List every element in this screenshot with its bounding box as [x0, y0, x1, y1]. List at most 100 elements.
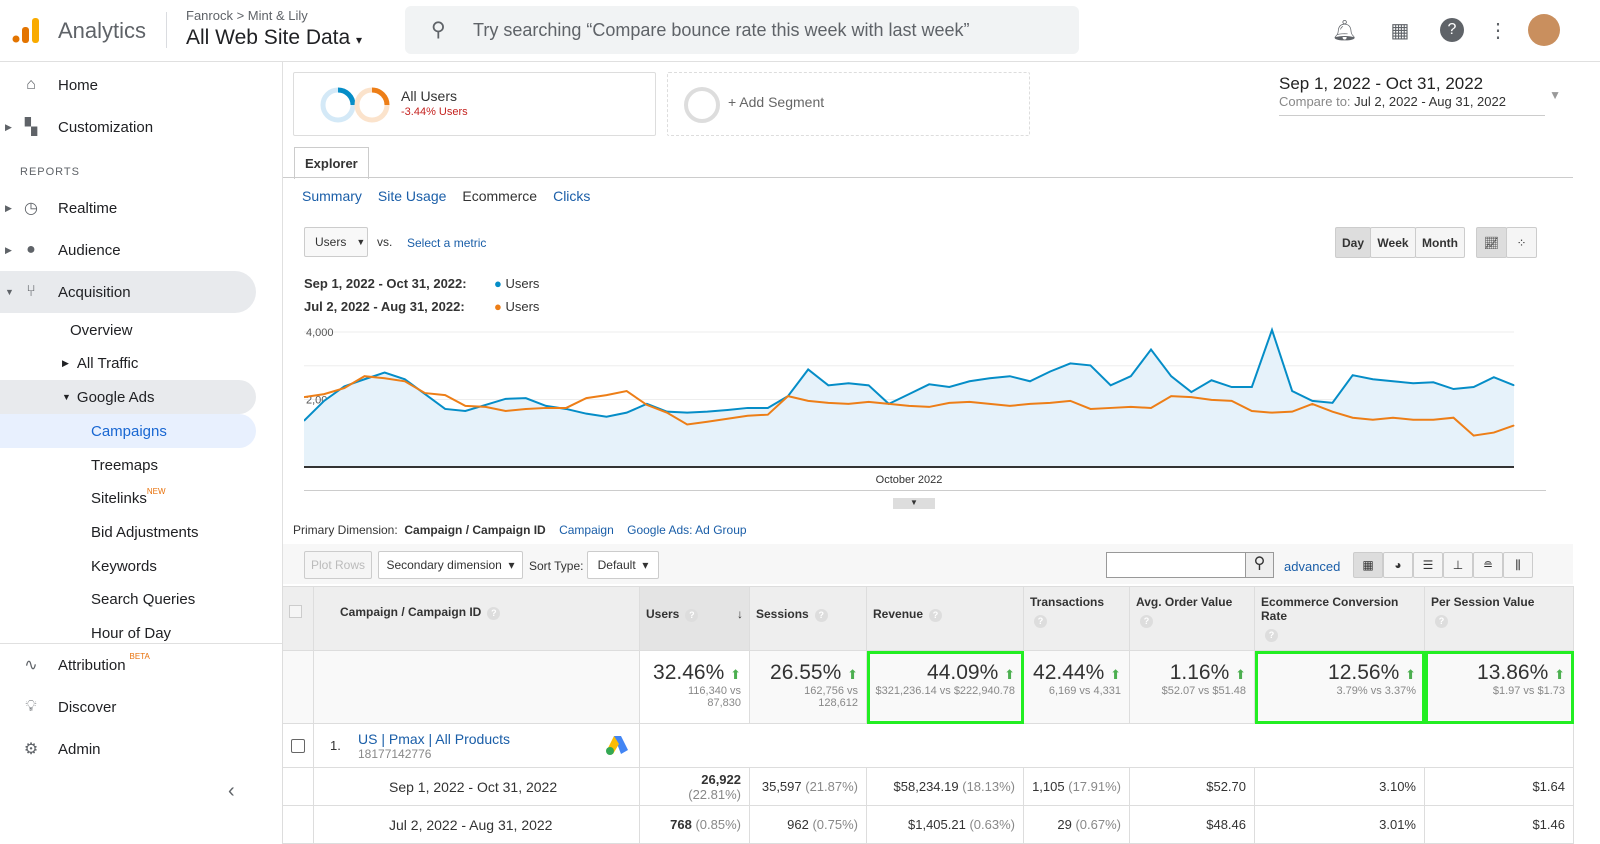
data-point — [1352, 417, 1354, 419]
data-point — [464, 410, 466, 412]
data-point — [1251, 410, 1253, 412]
performance-view-icon[interactable]: ☰ — [1413, 552, 1443, 578]
total-ecommerce-conversion-rate: 12.56% ⬆ 3.79% vs 3.37% — [1254, 650, 1425, 724]
table-filter-input[interactable]: ⚲ — [1106, 552, 1274, 578]
sidebar-item-overview[interactable]: Overview — [70, 321, 133, 339]
subtab-ecommerce[interactable]: Ecommerce — [462, 188, 538, 204]
sidebar-item-search-queries[interactable]: Search Queries — [91, 590, 196, 608]
period-week-button[interactable]: Week — [1370, 227, 1416, 258]
explorer-subtabs: Summary Site Usage Ecommerce Clicks — [302, 188, 606, 204]
sidebar-item-discover[interactable]: 💡︎ Discover — [0, 686, 256, 728]
sort-type-dropdown[interactable]: Default ▾ — [587, 551, 659, 579]
table-header-row: Campaign / Campaign ID? Users? ↓ Sessions… — [282, 586, 1574, 651]
sidebar-item-realtime[interactable]: ▶ ◷ Realtime — [5, 199, 118, 218]
term-cloud-icon[interactable]: ≘ — [1473, 552, 1503, 578]
col-conversion-rate[interactable]: Ecommerce Conversion Rate? — [1254, 586, 1425, 651]
apps-grid-icon[interactable]: ▦ — [1390, 20, 1410, 42]
dimension-campaign-id[interactable]: Campaign / Campaign ID — [404, 523, 546, 537]
sidebar-item-sitelinks[interactable]: Sitelinks NEW — [91, 487, 166, 507]
col-users[interactable]: Users? ↓ — [639, 586, 750, 651]
subtab-clicks[interactable]: Clicks — [553, 188, 591, 204]
collapse-sidebar-icon[interactable]: ‹ — [228, 780, 235, 802]
sidebar-item-attribution[interactable]: ∿ Attribution BETA — [0, 644, 256, 686]
campaign-link[interactable]: US | Pmax | All Products — [358, 730, 510, 747]
help-icon[interactable]: ? — [1440, 18, 1464, 42]
plot-rows-button[interactable]: Plot Rows — [304, 551, 372, 579]
sidebar-item-all-traffic[interactable]: ▶ All Traffic — [62, 354, 139, 372]
sidebar-item-hour-of-day[interactable]: Hour of Day — [91, 624, 172, 642]
table-view-icon[interactable]: ▦ — [1353, 552, 1383, 578]
row-checkbox[interactable] — [291, 738, 305, 753]
data-point — [1513, 424, 1515, 426]
col-transactions[interactable]: Transactions? — [1023, 586, 1130, 651]
cell: $1,405.21 (0.63%) — [866, 805, 1024, 844]
motion-chart-icon[interactable]: ⁘ — [1506, 227, 1537, 258]
select-metric-link[interactable]: Select a metric — [407, 236, 487, 250]
avatar[interactable] — [1528, 14, 1560, 46]
search-bar[interactable]: ⚲ Try searching “Compare bounce rate thi… — [405, 6, 1079, 54]
line-chart-icon[interactable]: 📈︎ — [1476, 227, 1507, 258]
data-point — [1332, 402, 1333, 404]
add-segment-button[interactable]: + Add Segment — [667, 72, 1030, 136]
date-range-picker[interactable]: Sep 1, 2022 - Oct 31, 2022 Compare to: J… — [1279, 74, 1561, 116]
ytick-label: 4,000 — [306, 327, 334, 339]
secondary-dimension-dropdown[interactable]: Secondary dimension ▾ — [378, 551, 523, 579]
dimension-ad-group[interactable]: Google Ads: Ad Group — [627, 523, 747, 537]
col-campaign[interactable]: Campaign / Campaign ID? — [313, 586, 640, 651]
chart-resize-handle[interactable]: ▼ — [893, 498, 935, 509]
chevron-down-icon: ▼ — [1549, 88, 1561, 102]
segment-all-users[interactable]: All Users -3.44% Users — [293, 72, 656, 136]
sidebar-item-audience[interactable]: ▶ ● Audience — [5, 241, 121, 259]
up-arrow-icon: ⬆ — [1235, 667, 1246, 682]
period-month-button[interactable]: Month — [1415, 227, 1465, 258]
col-revenue[interactable]: Revenue? — [866, 586, 1024, 651]
data-point — [928, 406, 930, 408]
table-row-current: Sep 1, 2022 - Oct 31, 2022 26,922 (22.81%… — [282, 767, 1574, 806]
data-point — [525, 397, 527, 399]
sidebar-item-treemaps[interactable]: Treemaps — [91, 456, 158, 474]
view-selector[interactable]: All Web Site Data ▾ — [186, 26, 363, 49]
dimension-campaign[interactable]: Campaign — [559, 523, 614, 537]
subtab-summary[interactable]: Summary — [302, 188, 362, 204]
sidebar-item-bid-adjustments[interactable]: Bid Adjustments — [91, 523, 199, 541]
more-vert-icon[interactable]: ⋮ — [1488, 20, 1508, 42]
sidebar-item-keywords[interactable]: Keywords — [91, 557, 157, 575]
sidebar-item-acquisition[interactable]: ▼ ⑂ Acquisition — [0, 271, 256, 313]
advanced-filter-link[interactable]: advanced — [1284, 559, 1341, 574]
divider — [166, 12, 167, 48]
data-point — [686, 423, 688, 425]
sidebar-item-campaigns[interactable]: Campaigns — [0, 414, 256, 448]
period-day-button[interactable]: Day — [1335, 227, 1371, 258]
data-point — [888, 403, 890, 405]
primary-dimension: Primary Dimension: Campaign / Campaign I… — [293, 523, 747, 537]
data-point — [565, 407, 567, 409]
sidebar-item-admin[interactable]: ⚙ Admin — [0, 728, 256, 770]
data-point — [727, 409, 728, 411]
cell: $58,234.19 (18.13%) — [866, 767, 1024, 806]
data-point — [1069, 400, 1071, 402]
col-per-session-value[interactable]: Per Session Value? — [1424, 586, 1574, 651]
account-breadcrumb[interactable]: Fanrock > Mint & Lily — [186, 8, 308, 23]
data-point — [545, 405, 547, 407]
data-point — [1150, 407, 1152, 409]
data-point — [1473, 386, 1475, 388]
total-transactions: 42.44% ⬆ 6,169 vs 4,331 — [1023, 650, 1130, 724]
col-sessions[interactable]: Sessions? — [749, 586, 867, 651]
sidebar-item-home[interactable]: ⌂ Home — [0, 64, 256, 106]
comparison-view-icon[interactable]: ⊥ — [1443, 552, 1473, 578]
pie-view-icon[interactable]: ◕ — [1383, 552, 1413, 578]
data-point — [485, 404, 486, 406]
data-point — [1493, 432, 1495, 434]
metric-dropdown[interactable]: Users ▼ — [304, 227, 368, 257]
bell-icon[interactable]: 🔔︎ — [1332, 20, 1358, 42]
sidebar-item-google-ads[interactable]: ▼ Google Ads — [0, 380, 256, 414]
tab-explorer[interactable]: Explorer — [294, 147, 369, 179]
data-point — [1412, 382, 1414, 384]
subtab-site-usage[interactable]: Site Usage — [377, 188, 447, 204]
attribution-icon: ∿ — [24, 657, 38, 674]
cell: $52.70 — [1129, 767, 1255, 806]
col-avg-order-value[interactable]: Avg. Order Value? — [1129, 586, 1255, 651]
sidebar-item-customization[interactable]: ▶ ▚ Customization — [5, 118, 154, 137]
pivot-view-icon[interactable]: ⫼ — [1503, 552, 1533, 578]
data-point — [807, 400, 809, 402]
